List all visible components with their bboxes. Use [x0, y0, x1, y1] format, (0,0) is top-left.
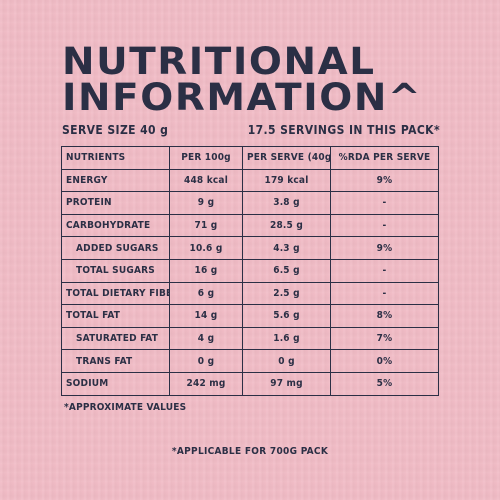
nutrient-name: TOTAL SUGARS	[61, 258, 170, 283]
value-per-serve: 6.5 g	[242, 258, 331, 283]
value-per-100g: 6 g	[169, 281, 243, 306]
value-rda: -	[330, 281, 439, 306]
value-rda: -	[330, 213, 439, 238]
nutrient-name: CARBOHYDRATE	[61, 213, 170, 238]
table-row: ADDED SUGARS 10.6 g 4.3 g 9%	[61, 236, 439, 260]
table-row: TRANS FAT 0 g 0 g 0%	[61, 349, 439, 373]
value-per-serve: 0 g	[242, 349, 331, 373]
table-row: ENERGY 448 kcal 179 kcal 9%	[61, 168, 439, 193]
value-per-serve: 5.6 g	[242, 304, 331, 328]
serving-info: SERVE SIZE 40 g 17.5 SERVINGS IN THIS PA…	[62, 123, 440, 137]
value-rda: 9%	[330, 236, 439, 260]
value-per-100g: 242 mg	[169, 371, 243, 396]
pack-applicability-note: *APPLICABLE FOR 700G PACK	[171, 446, 329, 457]
value-per-serve: 28.5 g	[242, 213, 331, 238]
table-row: TOTAL FAT 14 g 5.6 g 8%	[61, 304, 439, 328]
value-per-100g: 16 g	[169, 258, 243, 283]
header-nutrients: NUTRIENTS	[61, 146, 170, 170]
title-line-2: INFORMATION^	[62, 76, 423, 119]
nutrient-name: ADDED SUGARS	[61, 236, 170, 260]
table-row: PROTEIN 9 g 3.8 g -	[61, 191, 439, 215]
value-per-serve: 1.6 g	[242, 326, 331, 351]
value-per-100g: 71 g	[169, 213, 243, 238]
table-row: TOTAL SUGARS 16 g 6.5 g -	[61, 258, 439, 283]
value-per-100g: 4 g	[169, 326, 243, 351]
table-row: SODIUM 242 mg 97 mg 5%	[61, 371, 439, 396]
value-per-serve: 97 mg	[242, 371, 331, 396]
value-rda: 8%	[330, 304, 439, 328]
nutrient-name: ENERGY	[61, 168, 170, 193]
value-per-100g: 14 g	[169, 304, 243, 328]
value-per-100g: 448 kcal	[169, 168, 243, 193]
value-per-100g: 0 g	[169, 349, 243, 373]
serve-size: SERVE SIZE 40 g	[62, 123, 169, 137]
header-per-serve: PER SERVE (40g)	[242, 146, 331, 170]
header-per-100g: PER 100g	[169, 146, 243, 170]
nutrient-name: TOTAL DIETARY FIBER	[61, 281, 170, 306]
value-rda: -	[330, 191, 439, 215]
value-rda: 7%	[330, 326, 439, 351]
nutrient-name: TOTAL FAT	[61, 304, 170, 328]
header-rda: %RDA PER SERVE	[330, 146, 439, 170]
value-per-serve: 3.8 g	[242, 191, 331, 215]
table-header-row: NUTRIENTS PER 100g PER SERVE (40g) %RDA …	[61, 146, 439, 170]
table-row: SATURATED FAT 4 g 1.6 g 7%	[61, 326, 439, 351]
value-per-serve: 4.3 g	[242, 236, 331, 260]
table-row: TOTAL DIETARY FIBER 6 g 2.5 g -	[61, 281, 439, 306]
value-rda: 5%	[330, 371, 439, 396]
title-line-1: NUTRITIONAL	[62, 40, 376, 83]
value-per-100g: 10.6 g	[169, 236, 243, 260]
nutrition-table: NUTRIENTS PER 100g PER SERVE (40g) %RDA …	[61, 146, 439, 396]
table-row: CARBOHYDRATE 71 g 28.5 g -	[61, 213, 439, 238]
nutrient-name: SATURATED FAT	[61, 326, 170, 351]
nutrient-name: TRANS FAT	[61, 349, 170, 373]
nutrient-name: PROTEIN	[61, 191, 170, 215]
nutrition-title: NUTRITIONAL INFORMATION^	[62, 40, 423, 119]
approximate-values-note: *APPROXIMATE VALUES	[64, 402, 187, 413]
value-per-100g: 9 g	[169, 191, 243, 215]
value-rda: 0%	[330, 349, 439, 373]
value-per-serve: 2.5 g	[242, 281, 331, 306]
servings-per-pack: 17.5 SERVINGS IN THIS PACK*	[247, 123, 440, 137]
value-rda: -	[330, 258, 439, 283]
nutrient-name: SODIUM	[61, 371, 170, 396]
value-rda: 9%	[330, 168, 439, 193]
value-per-serve: 179 kcal	[242, 168, 331, 193]
